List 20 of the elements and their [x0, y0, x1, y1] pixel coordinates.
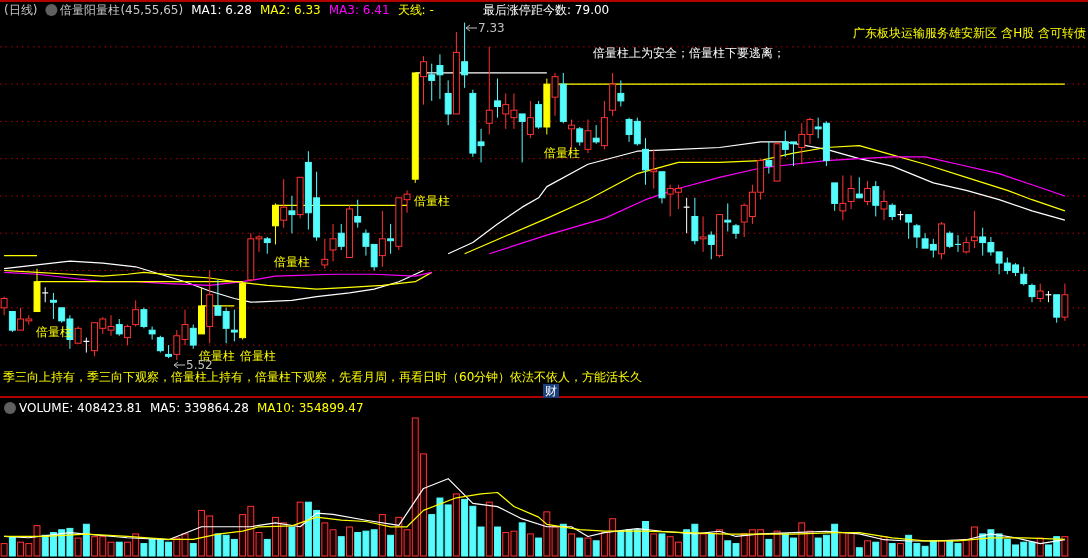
text: MA10: 354899.47	[256, 401, 364, 415]
text: MA5: 339864.28	[150, 401, 249, 415]
annotation: 倍量柱	[240, 349, 276, 363]
annotation: 广东板块运输服务雄安新区 含H股 含可转债	[853, 26, 1086, 40]
text: 最后涨停距今数: 79.00	[483, 3, 610, 17]
annotation: 倍量柱上为安全；倍量柱下要逃离；	[593, 46, 785, 60]
text: MA2: 6.33	[259, 3, 321, 17]
text: 季三向上持有，季三向下观察，倍量柱上持有，倍量柱下观察，先看月周，再看日时（60分钟）依法不依人，方能活长久	[3, 370, 643, 384]
annotation: 倍量柱	[544, 146, 580, 160]
chart-subtitle: (日线)	[4, 3, 38, 17]
annotation: 倍量柱	[274, 255, 310, 269]
text: 天线: -	[397, 3, 434, 17]
text: MA3: 6.41	[328, 3, 390, 17]
annotation: 倍量柱	[199, 349, 235, 363]
text: 财	[545, 384, 557, 398]
annotation: 倍量柱	[414, 194, 450, 208]
text: VOLUME: 408423.81	[19, 401, 142, 415]
annotation: 7.33	[478, 21, 505, 35]
chart-title: 倍量阳量柱(45,55,65)	[60, 3, 184, 17]
text: MA1: 6.28	[191, 3, 252, 17]
